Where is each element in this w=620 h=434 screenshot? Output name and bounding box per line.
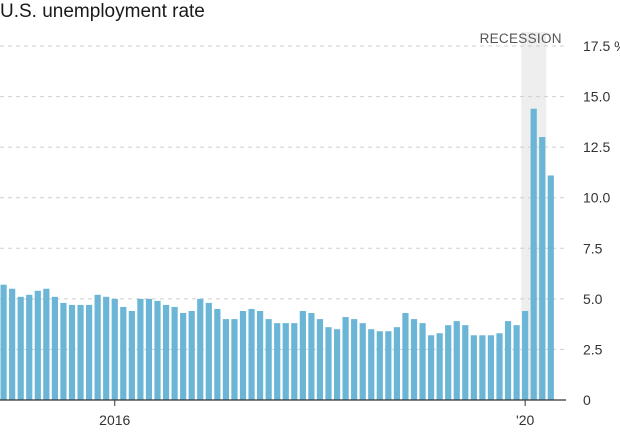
x-tick-label: 2016 (99, 412, 130, 428)
bar (94, 294, 101, 400)
bar (17, 296, 24, 400)
bar (265, 319, 272, 400)
bar (0, 284, 7, 400)
recession-label: RECESSION (480, 31, 562, 46)
y-tick-label: 10.0 (583, 190, 610, 206)
bar (333, 329, 341, 400)
bar (522, 310, 529, 400)
bar (299, 310, 306, 400)
bar (402, 313, 409, 400)
bar (513, 325, 520, 400)
bar (393, 327, 400, 400)
y-tick-label: 15.0 (583, 89, 610, 105)
bar (145, 298, 153, 400)
bar (9, 288, 16, 400)
bar (479, 335, 486, 400)
bar (470, 335, 477, 400)
bar (428, 335, 435, 400)
chart-title: U.S. unemployment rate (0, 1, 205, 22)
y-tick-label: 7.5 (583, 240, 603, 256)
bar (60, 302, 67, 400)
bar (68, 304, 76, 400)
y-tick-label: 17.5 % (583, 38, 620, 54)
bar (359, 323, 366, 400)
bar (282, 323, 289, 400)
y-tick-label: 12.5 (583, 139, 610, 155)
bar (410, 319, 418, 400)
bar (274, 323, 281, 400)
bar (487, 335, 495, 400)
bar (368, 329, 375, 400)
bar (222, 319, 229, 400)
bar (539, 137, 546, 400)
bar (248, 308, 255, 400)
bar (120, 306, 127, 400)
y-tick-label: 2.5 (583, 341, 603, 357)
bar (214, 308, 221, 400)
bar (453, 321, 460, 400)
bar (419, 323, 426, 400)
bar (137, 298, 144, 400)
bar (197, 298, 204, 400)
bar (128, 310, 135, 400)
bar (43, 288, 50, 400)
bar (77, 304, 84, 400)
bar (162, 304, 170, 400)
bar (205, 302, 212, 400)
bar (308, 313, 315, 400)
bar (385, 331, 392, 400)
bar (547, 175, 554, 400)
bar (26, 294, 33, 400)
bar (180, 313, 187, 400)
bar (239, 310, 247, 400)
bar (445, 325, 452, 400)
bar (86, 304, 93, 400)
bar (530, 108, 537, 401)
bar (171, 306, 178, 400)
y-tick-label: 5.0 (583, 291, 603, 307)
bar (462, 325, 469, 400)
bar (376, 331, 383, 400)
bar (257, 310, 264, 400)
bar (351, 319, 358, 400)
bar (51, 296, 58, 400)
bar (316, 319, 324, 400)
x-tick-label: '20 (516, 412, 534, 428)
bar (496, 333, 503, 400)
bar (154, 300, 161, 400)
bar (231, 319, 238, 400)
bar (504, 321, 512, 400)
y-tick-label: 0 (583, 392, 591, 408)
bar (436, 333, 443, 400)
bar (34, 290, 41, 400)
bar (325, 327, 332, 400)
bar (111, 298, 118, 400)
bar (342, 317, 349, 400)
bar (291, 323, 298, 400)
bar (103, 296, 110, 400)
bar (188, 310, 195, 400)
